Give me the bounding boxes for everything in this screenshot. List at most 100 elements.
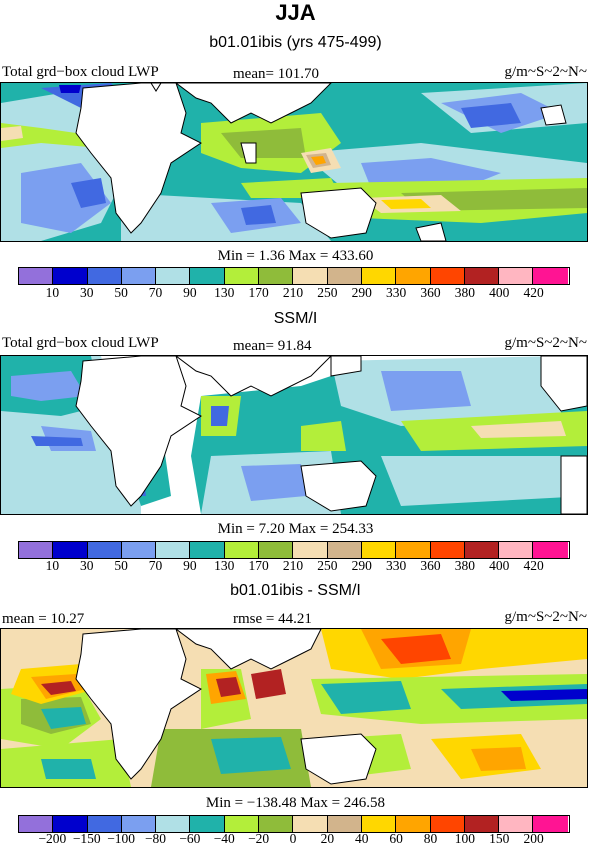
colorbar-swatch <box>224 542 260 558</box>
colorbar-swatch <box>327 816 362 832</box>
colorbar-swatch <box>190 816 225 832</box>
colorbar-swatch <box>259 816 294 832</box>
panel2-left-label: Total grd−box cloud LWP <box>2 335 159 351</box>
colorbar-swatch <box>19 542 54 558</box>
panel1-map <box>0 82 588 242</box>
colorbar-swatch <box>19 816 54 832</box>
colorbar-tick-label: 380 <box>454 285 475 300</box>
colorbar-swatch <box>156 816 191 832</box>
colorbar-swatch <box>87 268 122 284</box>
colorbar-swatch <box>156 268 191 284</box>
colorbar-tick-label: 20 <box>320 831 335 846</box>
colorbar-tick-label: −40 <box>213 831 235 846</box>
colorbar-tick-label: −150 <box>72 831 101 846</box>
colorbar-tick-label: 10 <box>45 285 60 300</box>
panel3-minmax: Min = −138.48 Max = 246.58 <box>205 795 386 811</box>
colorbar-swatch <box>190 542 225 558</box>
colorbar-swatch <box>53 268 88 284</box>
colorbar-tick-label: 250 <box>317 285 338 300</box>
colorbar-swatch <box>87 542 122 558</box>
colorbar-tick-label: 210 <box>282 558 304 573</box>
colorbar-tick-label: 90 <box>183 558 197 573</box>
panel1-mean-label: mean= 101.70 <box>233 66 319 82</box>
colorbar-tick-label: 330 <box>386 558 407 573</box>
panel3-colorbar <box>18 815 570 833</box>
colorbar-tick-label: 420 <box>523 285 544 300</box>
colorbar-swatch <box>121 542 157 558</box>
colorbar-tick-label: 420 <box>523 558 544 573</box>
colorbar-tick-label: 250 <box>317 558 338 573</box>
panel1-left-label: Total grd−box cloud LWP <box>2 64 159 80</box>
panel2-colorbar-ticks: 10 30 50 70 90 130 170 210 250 290 330 360 380 400 420 <box>18 558 568 574</box>
colorbar-swatch <box>87 816 122 832</box>
panel3-colorbar-ticks: −200 −150 −100 −80 −60 −40 −20 0 20 40 60 80 100 150 2… <box>18 831 568 846</box>
colorbar-swatch <box>396 542 431 558</box>
panel2-title: SSM/I <box>273 310 318 327</box>
colorbar-tick-label: 10 <box>45 558 60 573</box>
colorbar-tick-label: 400 <box>489 285 510 300</box>
colorbar-tick-label: −200 <box>38 831 67 846</box>
colorbar-swatch <box>533 542 568 558</box>
main-title: JJA <box>275 0 316 25</box>
colorbar-tick-label: 360 <box>420 558 441 573</box>
colorbar-swatch <box>121 268 157 284</box>
colorbar-swatch <box>293 268 328 284</box>
colorbar-swatch <box>396 268 431 284</box>
colorbar-tick-label: −60 <box>179 831 201 846</box>
panel2-minmax: Min = 7.20 Max = 254.33 <box>217 521 374 537</box>
colorbar-swatch <box>259 268 294 284</box>
colorbar-swatch <box>259 542 294 558</box>
panel1-minmax: Min = 1.36 Max = 433.60 <box>217 248 374 264</box>
colorbar-swatch <box>533 268 568 284</box>
panel2-units-label: g/m~S~2~N~ <box>504 335 587 351</box>
colorbar-swatch <box>190 268 225 284</box>
colorbar-tick-label: 380 <box>454 558 475 573</box>
colorbar-tick-label: 130 <box>214 285 235 300</box>
colorbar-tick-label: −80 <box>144 831 167 846</box>
colorbar-tick-label: 290 <box>351 558 372 573</box>
colorbar-swatch <box>327 268 362 284</box>
panel2-mean-label: mean= 91.84 <box>233 338 312 354</box>
colorbar-tick-label: −20 <box>248 831 270 846</box>
colorbar-tick-label: 290 <box>351 285 372 300</box>
colorbar-swatch <box>430 542 465 558</box>
colorbar-tick-label: −100 <box>107 831 136 846</box>
colorbar-tick-label: 100 <box>454 831 475 846</box>
colorbar-swatch <box>464 816 500 832</box>
panel3-rmse-label: rmse = 44.21 <box>233 611 312 627</box>
colorbar-swatch <box>156 542 191 558</box>
panel3-left-label: mean = 10.27 <box>2 611 85 627</box>
colorbar-swatch <box>224 268 260 284</box>
colorbar-swatch <box>361 816 397 832</box>
colorbar-tick-label: 330 <box>386 285 407 300</box>
subtitle: b01.01ibis (yrs 475-499) <box>209 34 382 51</box>
colorbar-swatch <box>396 816 431 832</box>
colorbar-swatch <box>224 816 260 832</box>
colorbar-swatch <box>464 268 500 284</box>
panel3-units-label: g/m~S~2~N~ <box>504 609 587 625</box>
colorbar-tick-label: 200 <box>523 831 544 846</box>
colorbar-swatch <box>499 268 534 284</box>
colorbar-swatch <box>533 816 568 832</box>
colorbar-swatch <box>121 816 157 832</box>
colorbar-swatch <box>464 542 500 558</box>
colorbar-swatch <box>430 268 465 284</box>
colorbar-swatch <box>361 268 397 284</box>
colorbar-swatch <box>53 816 88 832</box>
panel1-units-label: g/m~S~2~N~ <box>504 64 587 80</box>
panel2-colorbar <box>18 541 570 559</box>
colorbar-swatch <box>293 816 328 832</box>
colorbar-tick-label: 210 <box>282 285 304 300</box>
colorbar-tick-label: 90 <box>183 285 197 300</box>
colorbar-swatch <box>327 542 362 558</box>
colorbar-swatch <box>19 268 54 284</box>
panel3-title: b01.01ibis - SSM/I <box>230 582 361 599</box>
colorbar-tick-label: 70 <box>148 285 163 300</box>
colorbar-tick-label: 30 <box>80 558 94 573</box>
colorbar-tick-label: 0 <box>289 831 297 846</box>
panel2-map <box>0 355 588 515</box>
colorbar-tick-label: 40 <box>355 831 369 846</box>
colorbar-swatch <box>293 542 328 558</box>
colorbar-swatch <box>430 816 465 832</box>
colorbar-tick-label: 70 <box>148 558 163 573</box>
